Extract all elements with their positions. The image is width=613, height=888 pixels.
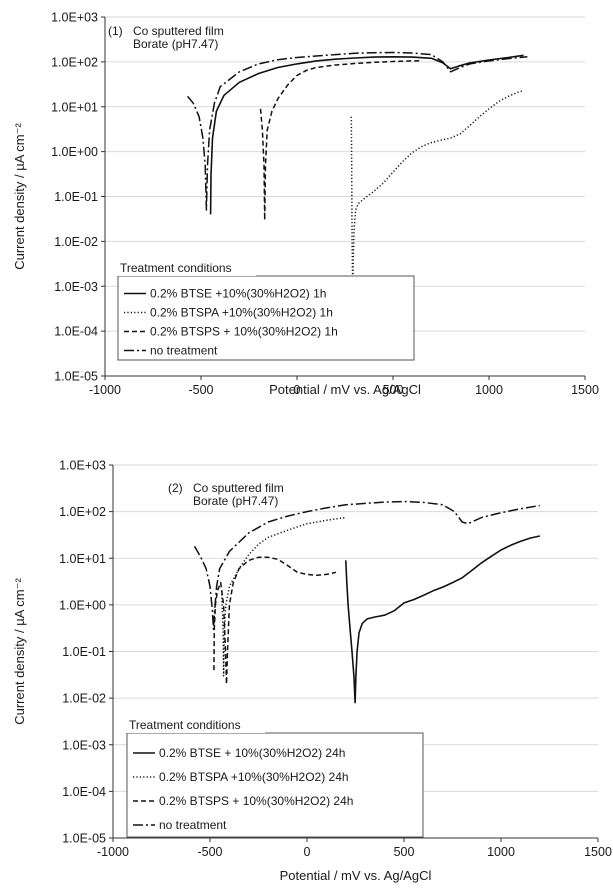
- legend-title: Treatment conditions: [129, 718, 241, 732]
- annotation-line: Borate (pH7.47): [193, 494, 278, 508]
- annotation-line: Co sputtered film: [133, 24, 224, 38]
- y-tick-label: 1.0E-04: [54, 325, 98, 339]
- series-line-3: [259, 59, 422, 221]
- series-group: [187, 51, 528, 292]
- y-tick-label: 1.0E-05: [54, 370, 98, 384]
- x-tick-label: 500: [383, 383, 404, 397]
- series-line-1: [209, 54, 524, 215]
- y-tick-label: 1.0E-03: [54, 280, 98, 294]
- y-tick-label: 1.0E-05: [62, 832, 106, 846]
- series-line-4: [187, 51, 528, 211]
- legend-title: Treatment conditions: [120, 261, 232, 275]
- y-tick-label: 1.0E-04: [62, 785, 106, 799]
- series-line-4: [193, 500, 540, 631]
- legend-entry-2: 0.2% BTSPA +10%(30%H2O2) 1h: [150, 306, 333, 320]
- panel-label: (2): [168, 481, 183, 495]
- y-tick-label: 1.0E-02: [54, 235, 98, 249]
- y-tick-label: 1.0E-01: [54, 190, 98, 204]
- legend-entry-3: 0.2% BTSPS + 10%(30%H2O2) 24h: [159, 794, 353, 808]
- legend-entry-3: 0.2% BTSPS + 10%(30%H2O2) 1h: [150, 325, 338, 339]
- x-tick-label: -500: [197, 845, 222, 859]
- legend-entry-1: 0.2% BTSE + 10%(30%H2O2) 24h: [159, 746, 345, 760]
- y-tick-label: 1.0E+03: [59, 459, 106, 473]
- series-group: [193, 500, 540, 704]
- y-axis-label: Current density / µA cm⁻²: [12, 123, 27, 270]
- x-tick-label: 0: [294, 383, 301, 397]
- x-axis-label: Potential / mV vs. Ag/AgCl: [269, 382, 421, 397]
- y-tick-label: 1.0E+00: [59, 598, 106, 612]
- y-tick-label: 1.0E+03: [51, 11, 98, 25]
- annotation-line: Co sputtered film: [193, 481, 284, 495]
- y-tick-label: 1.0E+01: [51, 100, 98, 114]
- y-tick-label: 1.0E+00: [51, 145, 98, 159]
- legend-title-bg: [125, 717, 265, 733]
- legend-entry-4: no treatment: [150, 344, 218, 358]
- legend-box: [126, 732, 424, 838]
- y-tick-label: 1.0E+02: [59, 505, 106, 519]
- annotation-line: Borate (pH7.47): [133, 37, 218, 51]
- panel-label: (1): [108, 24, 123, 38]
- series-line-2: [350, 89, 524, 292]
- chart-panel-1: 1.0E-05 1.0E-04 1.0E-03 1.0E-02 1.0E-01 1.0E+…: [12, 11, 599, 398]
- x-tick-label: 500: [394, 845, 415, 859]
- x-tick-label: -1000: [89, 383, 121, 397]
- y-tick-label: 1.0E-02: [62, 692, 106, 706]
- y-tick-label: 1.0E+01: [59, 552, 106, 566]
- legend-box: [117, 275, 415, 361]
- x-tick-label: 0: [304, 845, 311, 859]
- y-axis-label: Current density / µA cm⁻²: [12, 578, 27, 725]
- series-line-3: [213, 556, 337, 685]
- legend-title-bg: [116, 260, 256, 276]
- x-tick-label: 1500: [584, 845, 612, 859]
- legend-entry-2: 0.2% BTSPA +10%(30%H2O2) 24h: [159, 770, 349, 784]
- y-tick-label: 1.0E+02: [51, 55, 98, 69]
- x-tick-label: -1000: [97, 845, 129, 859]
- series-line-1: [345, 535, 540, 704]
- y-tick-label: 1.0E-01: [62, 645, 106, 659]
- series-line-2: [220, 516, 346, 677]
- x-tick-label: 1000: [475, 383, 503, 397]
- x-tick-label: -500: [188, 383, 213, 397]
- x-axis-label: Potential / mV vs. Ag/AgCl: [280, 868, 432, 883]
- x-tick-label: 1000: [487, 845, 515, 859]
- legend-entry-4: no treatment: [159, 818, 227, 832]
- y-tick-label: 1.0E-03: [62, 738, 106, 752]
- chart-panel-2: 1.0E-05 1.0E-04 1.0E-03 1.0E-02 1.0E-01 1.0E+…: [12, 459, 612, 884]
- legend: Treatment conditions 0.2% BTSE +10%(30%H2…: [116, 260, 415, 361]
- legend-entry-1: 0.2% BTSE +10%(30%H2O2) 1h: [150, 287, 326, 301]
- x-tick-label: 1500: [571, 383, 599, 397]
- legend: Treatment conditions 0.2% BTSE + 10%(30%H…: [125, 717, 424, 838]
